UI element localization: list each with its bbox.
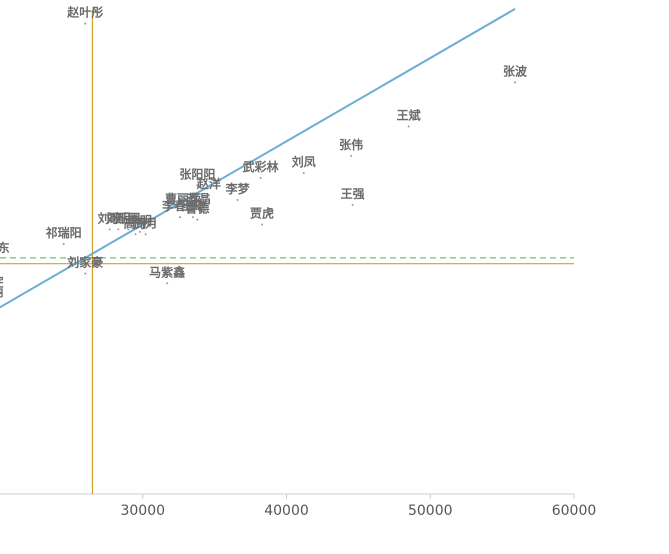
point-marker (138, 230, 141, 233)
data-point: 王国 (116, 211, 140, 231)
data-point: 赵叶彤 (66, 5, 103, 25)
data-point: 张伟 (339, 137, 363, 157)
data-point: 刘明 (106, 210, 130, 231)
point-label: 苏晶 (187, 191, 211, 206)
point-label: 张阳阳 (179, 166, 215, 181)
point-label: 武彩林 (243, 159, 279, 174)
data-point: 王强 (341, 187, 365, 206)
point-marker (514, 81, 517, 84)
point-marker (179, 216, 182, 219)
point-marker (407, 125, 410, 128)
point-marker (127, 228, 130, 231)
data-point: 高丹 (124, 215, 148, 236)
point-marker (62, 243, 65, 246)
point-label: 周月 (134, 216, 158, 230)
point-label: 张波 (503, 63, 528, 78)
point-marker (117, 228, 120, 231)
point-label: 祁瑞阳 (46, 225, 82, 240)
point-label: 刘凤 (292, 154, 316, 169)
point-label: 刘家豪 (67, 255, 103, 270)
point-marker (108, 228, 111, 231)
point-marker (192, 216, 195, 219)
data-point: 王斌 (397, 108, 421, 128)
point-label: 李明 (127, 213, 152, 228)
point-marker (84, 272, 87, 275)
data-point: 祁瑞阳 (46, 225, 82, 246)
point-label: 王强 (341, 187, 365, 201)
x-tick-label: 40000 (264, 503, 309, 519)
point-marker (350, 154, 353, 157)
point-marker (182, 208, 184, 211)
reference-lines (0, 10, 574, 494)
point-marker (84, 22, 87, 25)
point-marker (351, 203, 354, 206)
point-marker (197, 208, 200, 211)
data-point: 丽 (0, 285, 4, 299)
point-marker (236, 199, 239, 201)
data-point: 刘凤 (292, 154, 316, 175)
point-label: 高丹 (124, 215, 148, 230)
point-label: 王婷 (181, 198, 205, 213)
point-label: 丽 (0, 285, 4, 299)
data-point: 刘歌 (98, 210, 123, 231)
data-point: 张波 (503, 63, 528, 84)
point-label: 张伟 (339, 137, 363, 152)
point-label: 赵叶彤 (66, 5, 103, 20)
point-label: 赵洋 (196, 176, 221, 191)
data-point: 马紫鑫 (149, 264, 185, 285)
point-marker (207, 194, 210, 197)
point-marker (302, 172, 305, 175)
data-point: 刘东 (0, 240, 10, 255)
data-point: 李梦 (225, 181, 251, 201)
point-label: 宇 (0, 274, 4, 289)
point-marker (144, 233, 147, 236)
x-axis (0, 493, 575, 499)
point-label: 曹丽萍 (165, 191, 201, 206)
point-label: 刘明 (106, 210, 130, 225)
data-point: 李春宇 (161, 198, 198, 219)
point-marker (166, 282, 169, 285)
x-tick-label: 30000 (120, 503, 165, 519)
point-label: 王国 (116, 211, 140, 225)
data-point: 赵洋 (196, 176, 221, 197)
point-label: 曹德 (185, 201, 209, 216)
data-point: 宇 (0, 274, 4, 289)
point-marker (134, 233, 137, 236)
point-marker (261, 223, 264, 226)
data-point: 武彩林 (243, 159, 279, 179)
point-label: 李梦 (225, 181, 251, 196)
point-marker (259, 176, 262, 179)
point-label: 李春宇 (161, 198, 198, 213)
point-label: 马紫鑫 (149, 264, 185, 279)
point-label: 王斌 (397, 108, 421, 123)
data-point: 刘家豪 (67, 255, 103, 275)
trendline (0, 8, 516, 309)
point-label: 刘东 (0, 240, 10, 255)
point-marker (196, 184, 199, 187)
data-point: 张阳阳 (179, 166, 215, 187)
data-point: 周月 (134, 216, 158, 236)
x-tick-label: 50000 (408, 503, 453, 519)
trendline-group (0, 8, 516, 309)
data-point: 曹丽萍 (165, 191, 201, 211)
data-point: 贾虎 (250, 206, 274, 226)
data-point: 王婷 (181, 198, 205, 219)
point-label: 贾虎 (250, 206, 274, 221)
data-point: 曹德 (185, 201, 209, 221)
data-point: 苏晶 (187, 191, 211, 211)
x-tick-labels: 30000 40000 50000 60000 (120, 503, 596, 519)
data-point: 李明 (127, 213, 152, 233)
point-label: 刘歌 (98, 210, 123, 225)
point-marker (196, 218, 199, 221)
x-tick-label: 60000 (552, 503, 597, 519)
